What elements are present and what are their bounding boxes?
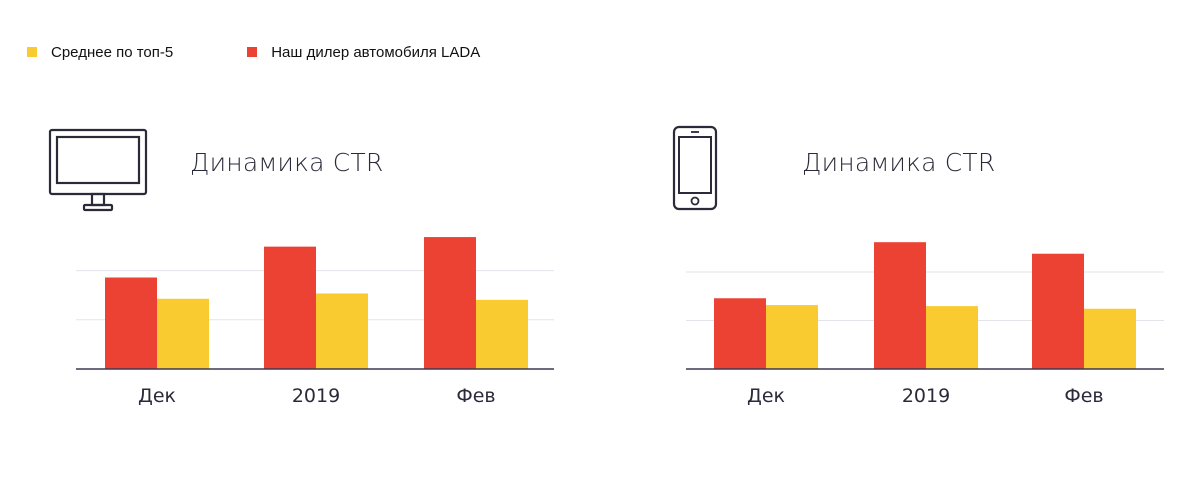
desktop-monitor-icon <box>48 128 148 212</box>
x-tick-label: 2019 <box>902 385 950 407</box>
panel-title-desktop: Динамика CTR <box>190 148 384 177</box>
bar-top5-1 <box>926 306 978 369</box>
mobile-ctr-panel: Динамика CTR Дек 2019 Фев <box>600 0 1200 504</box>
bar-dealer-2 <box>424 237 476 369</box>
bar-top5-1 <box>316 293 368 369</box>
bar-top5-0 <box>157 298 209 369</box>
x-tick-label: Фев <box>456 385 495 407</box>
panel-title-mobile: Динамика CTR <box>802 148 996 177</box>
smartphone-icon <box>672 125 718 211</box>
ctr-bar-chart-desktop: Дек 2019 Фев <box>76 237 554 407</box>
bar-dealer-2 <box>1032 253 1084 369</box>
legend-label-top5: Среднее по топ-5 <box>51 43 174 61</box>
chart-legend: Среднее по топ-5 Наш дилер автомобиля LA… <box>27 40 480 64</box>
ctr-bar-chart-mobile: Дек 2019 Фев <box>686 242 1164 407</box>
desktop-ctr-panel: Динамика CTR Дек 2019 Фев <box>48 128 554 407</box>
bar-dealer-0 <box>105 277 157 369</box>
bar-dealer-1 <box>264 246 316 369</box>
bar-top5-2 <box>1084 308 1136 369</box>
bar-top5-0 <box>766 305 818 369</box>
x-tick-label: Фев <box>1064 385 1103 407</box>
legend-item-top5: Среднее по топ-5 <box>27 44 173 61</box>
x-tick-label: 2019 <box>292 385 340 407</box>
x-tick-label: Дек <box>138 385 176 407</box>
legend-item-dealer: Наш дилер автомобиля LADA <box>247 44 480 61</box>
legend-swatch-dealer <box>247 47 258 57</box>
x-tick-label: Дек <box>747 385 785 407</box>
bar-top5-2 <box>476 299 528 369</box>
bar-dealer-0 <box>714 298 766 369</box>
legend-swatch-top5 <box>27 47 37 57</box>
bar-dealer-1 <box>874 242 926 369</box>
legend-label-dealer: Наш дилер автомобиля LADA <box>271 43 481 61</box>
